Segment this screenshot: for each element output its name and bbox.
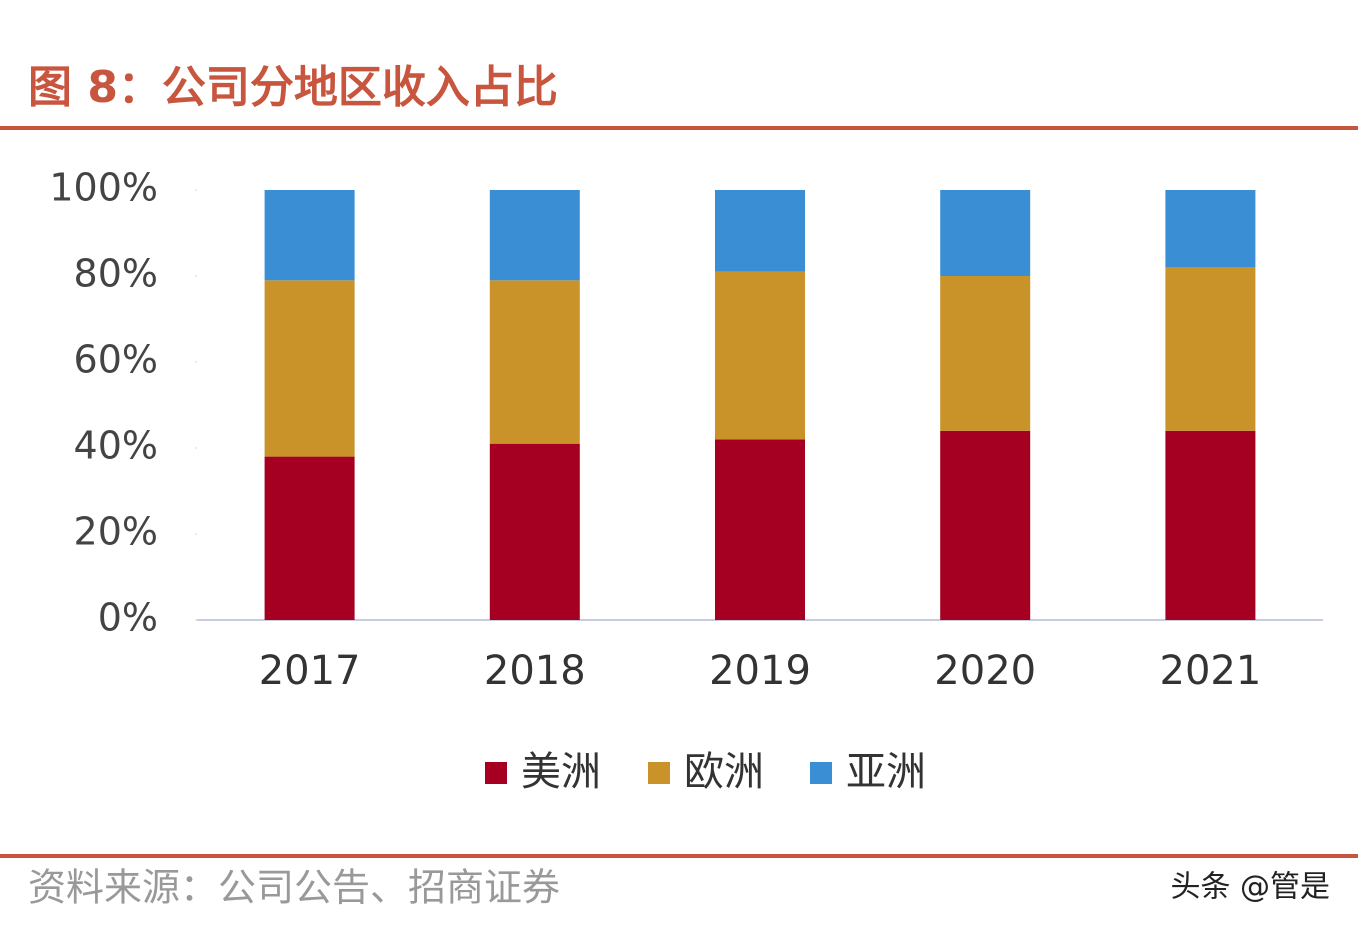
bar-segment xyxy=(264,280,355,457)
legend-label: 美洲 xyxy=(521,749,601,795)
legend-label: 欧洲 xyxy=(684,749,764,795)
title: 图 8：公司分地区收入占比 xyxy=(28,62,558,113)
x-tick-label: 2021 xyxy=(1160,648,1262,694)
bar-segment xyxy=(1165,190,1256,268)
bar-segment xyxy=(940,190,1031,276)
bar-segment xyxy=(489,190,580,281)
source: 资料来源：公司公告、招商证券 xyxy=(28,866,560,910)
bar-segment xyxy=(715,271,805,440)
y-tick-label: 100% xyxy=(49,166,158,210)
bar-segment xyxy=(264,190,355,281)
y-tick-label: 60% xyxy=(74,338,158,382)
legend-label: 亚洲 xyxy=(846,749,926,795)
bar-segment xyxy=(1165,430,1256,620)
legend-swatch xyxy=(648,762,670,784)
y-tick-label: 0% xyxy=(98,596,158,640)
bar-segment xyxy=(715,439,805,620)
bar-segment xyxy=(264,456,355,620)
x-tick-label: 2018 xyxy=(484,648,586,694)
x-tick-label: 2019 xyxy=(709,648,811,694)
watermark: 头条 @管是 xyxy=(1170,870,1330,905)
bar-segment xyxy=(940,430,1031,620)
bar-segment xyxy=(489,443,580,620)
x-tick-label: 2017 xyxy=(259,648,361,694)
bar-segment xyxy=(940,276,1031,431)
x-tick-label: 2020 xyxy=(934,648,1036,694)
y-tick-label: 20% xyxy=(74,510,158,554)
y-tick-label: 80% xyxy=(74,252,158,296)
legend-swatch xyxy=(810,762,832,784)
legend-swatch xyxy=(485,762,507,784)
bar-segment xyxy=(489,280,580,444)
bar-segment xyxy=(715,190,805,272)
bar-segment xyxy=(1165,267,1256,431)
y-tick-label: 40% xyxy=(74,424,158,468)
